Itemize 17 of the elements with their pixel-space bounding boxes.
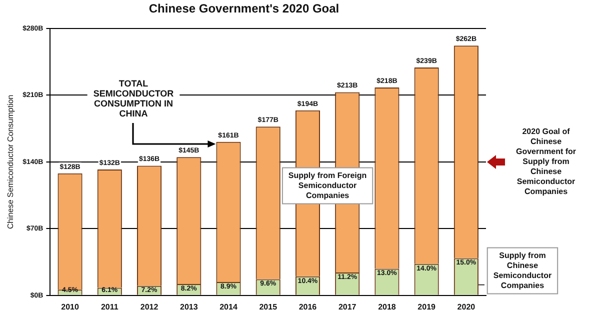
chart-title: Chinese Government's 2020 Goal — [148, 2, 340, 16]
x-tick-label: 2011 — [100, 302, 119, 312]
y-axis-title: Chinese Semiconductor Consumption — [6, 94, 16, 230]
x-tick-label: 2013 — [180, 302, 198, 312]
x-tick-label: 2017 — [338, 302, 357, 312]
x-tick-label: 2018 — [378, 302, 396, 312]
text: 2020 Goal of Chinese Government for Supply from Chinese Semiconductor Companies — [516, 127, 576, 196]
series-label: Supply from Chinese Semiconductor Companies — [493, 251, 552, 290]
x-tick-label: 2014 — [220, 302, 238, 312]
x-tick-label: 2010 — [61, 302, 80, 312]
x-tick-label: 2020 — [457, 302, 476, 312]
x-tick-label: 2019 — [418, 302, 436, 312]
x-tick-label: 2012 — [140, 302, 159, 312]
x-tick-label: 2015 — [259, 302, 278, 312]
series-label: Supply from Foreign Semiconductor Companies — [288, 170, 367, 200]
annotation: TOTAL SEMICONDUCTOR CONSUMPTION IN CHINA — [93, 78, 174, 118]
x-tick-label: 2016 — [298, 302, 318, 312]
